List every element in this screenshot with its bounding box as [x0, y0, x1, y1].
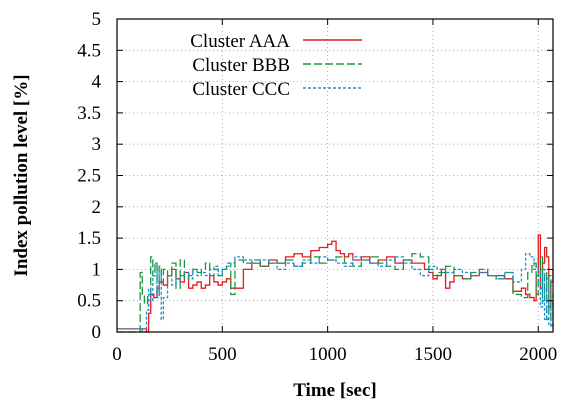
series-layer — [117, 234, 554, 333]
legend-label: Cluster AAA — [190, 31, 290, 52]
grid — [117, 19, 553, 332]
x-tick-label: 1500 — [414, 344, 452, 365]
y-tick-label: 0 — [92, 322, 102, 343]
y-tick-label: 1 — [92, 259, 102, 280]
y-tick-label: 3 — [92, 134, 102, 155]
x-tick-label: 1000 — [309, 344, 347, 365]
axis-ticks: 0 0.5 1 1.5 2 2.5 3 3.5 4 4.5 5 0 500 1000 1500 2000 — [77, 9, 557, 365]
y-tick-label: 4 — [92, 72, 102, 93]
series-line-3 — [117, 253, 554, 333]
y-tick-label: 0.5 — [77, 291, 101, 312]
x-tick-label: 2000 — [519, 344, 557, 365]
y-tick-label: 5 — [92, 9, 102, 30]
plot-frame — [116, 18, 554, 333]
y-tick-label: 4.5 — [77, 40, 101, 61]
legend-label: Cluster CCC — [192, 79, 290, 100]
y-axis-title: Index pollution level [%] — [11, 74, 32, 276]
y-tick-label: 2 — [92, 197, 102, 218]
series-line-1 — [117, 234, 554, 333]
legend: Cluster AAA Cluster BBB Cluster CCC — [190, 31, 362, 100]
x-axis-title: Time [sec] — [293, 380, 377, 401]
series-line-2 — [117, 253, 554, 333]
x-tick-label: 500 — [208, 344, 237, 365]
y-tick-label: 1.5 — [77, 228, 101, 249]
y-tick-label: 2.5 — [77, 166, 101, 187]
y-tick-label: 3.5 — [77, 103, 101, 124]
x-tick-label: 0 — [112, 344, 122, 365]
legend-label: Cluster BBB — [192, 55, 290, 76]
